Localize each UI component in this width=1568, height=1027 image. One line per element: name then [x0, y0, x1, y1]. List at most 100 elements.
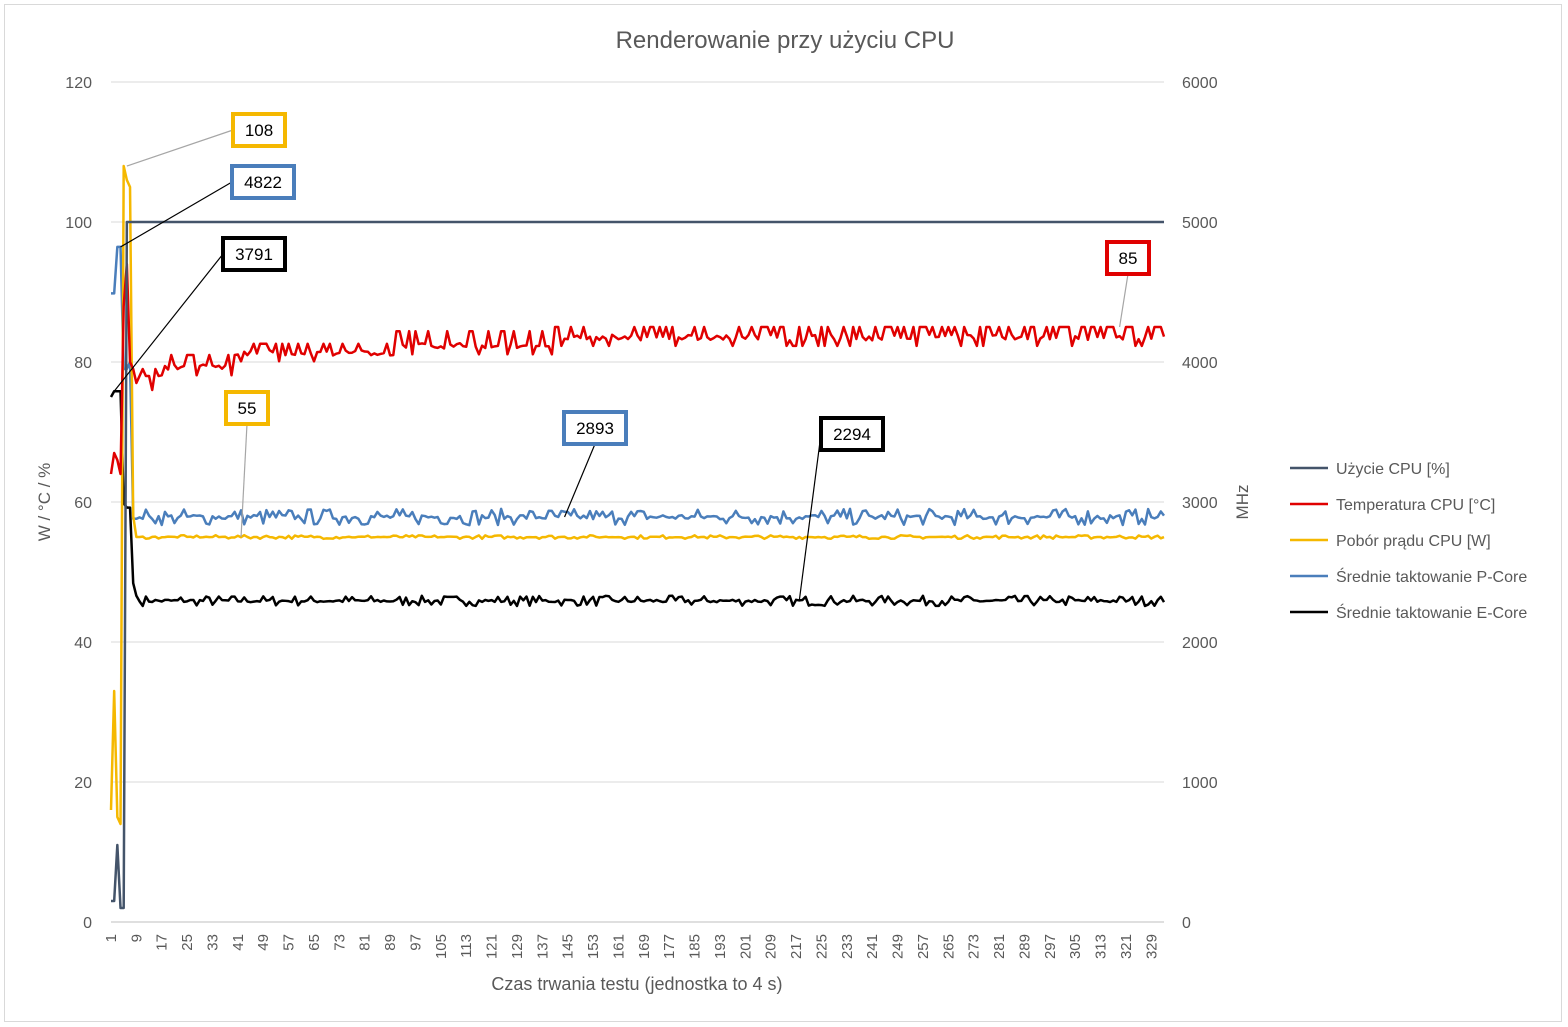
y-tick-label-right: 2000 [1182, 635, 1218, 652]
callout-label: 4822 [244, 173, 282, 192]
x-tick-label: 41 [230, 934, 247, 951]
x-tick-label: 289 [1016, 934, 1033, 959]
callout-leader [1119, 273, 1129, 328]
x-tick-label: 1 [103, 934, 120, 942]
callout-label: 55 [238, 399, 257, 418]
callout-leader [563, 443, 596, 518]
y-tick-label-left: 60 [74, 495, 92, 512]
x-tick-label: 105 [433, 934, 450, 959]
callout-box [819, 416, 885, 452]
series-lines [109, 164, 1166, 910]
callout-label: 2294 [833, 425, 871, 444]
x-tick-label: 209 [763, 934, 780, 959]
x-tick-label: 73 [331, 934, 348, 951]
series-line [111, 220, 1164, 910]
x-tick-label: 281 [991, 934, 1008, 959]
callout-box [221, 236, 287, 272]
x-tick-label: 201 [737, 934, 754, 959]
left-axis-ticks: 0 20 40 60 80 100 120 [65, 75, 92, 932]
y-tick-label-right: 1000 [1182, 775, 1218, 792]
chart-title: Renderowanie przy użyciu CPU [616, 27, 955, 54]
series-line [109, 164, 1165, 826]
callout-label: 108 [245, 121, 273, 140]
y-tick-label-left: 100 [65, 215, 92, 232]
x-tick-label: 17 [154, 934, 171, 951]
data-callouts: 108 4822 3791 85 55 2893 2294 [113, 112, 1151, 601]
x-tick-label: 297 [1042, 934, 1059, 959]
y-tick-label-left: 20 [74, 775, 92, 792]
series-line [109, 262, 1166, 476]
legend-label: Średnie taktowanie E-Core [1336, 603, 1527, 622]
y-tick-label-right: 3000 [1182, 495, 1218, 512]
callout-leader [126, 129, 234, 167]
x-tick-label: 193 [712, 934, 729, 959]
left-axis-label: W / °C / % [35, 463, 54, 542]
x-tick-label: 257 [915, 934, 932, 959]
y-tick-label-right: 5000 [1182, 215, 1218, 232]
y-tick-label-left: 120 [65, 75, 92, 92]
callout-box [1105, 240, 1151, 276]
x-tick-label: 305 [1067, 934, 1084, 959]
callout-leader [120, 181, 233, 248]
x-tick-label: 65 [306, 934, 323, 951]
x-tick-label: 57 [281, 934, 298, 951]
callout-leader [798, 433, 822, 601]
callout-leader [113, 253, 224, 392]
legend-label: Pobór prądu CPU [W] [1336, 533, 1491, 550]
y-tick-label-left: 80 [74, 355, 92, 372]
x-tick-label: 241 [864, 934, 881, 959]
x-tick-label: 177 [661, 934, 678, 959]
x-tick-label: 121 [484, 934, 501, 959]
callout-box [230, 164, 296, 200]
x-tick-label: 161 [610, 934, 627, 959]
callout-box [562, 410, 628, 446]
x-tick-label: 33 [204, 934, 221, 951]
legend: Użycie CPU [%] Temperatura CPU [°C] Pobór … [1290, 461, 1527, 622]
x-tick-label: 113 [458, 934, 475, 958]
x-tick-label: 217 [788, 934, 805, 959]
callout-label: 85 [1119, 249, 1138, 268]
x-tick-label: 81 [357, 934, 374, 951]
series-line [111, 245, 1165, 527]
y-tick-label-right: 6000 [1182, 75, 1218, 92]
right-axis-ticks: 0 1000 2000 3000 4000 5000 6000 [1182, 75, 1218, 932]
callout-leader [240, 423, 248, 538]
callout-box [231, 112, 287, 148]
series-line [109, 390, 1166, 608]
right-axis-label: MHz [1233, 485, 1252, 520]
callout-box [224, 390, 270, 426]
x-axis-label: Czas trwania testu (jednostka to 4 s) [491, 974, 782, 994]
legend-label: Użycie CPU [%] [1336, 461, 1450, 478]
x-tick-label: 153 [585, 934, 602, 959]
x-tick-label: 265 [940, 934, 957, 959]
gridlines [111, 81, 1164, 923]
x-tick-label: 185 [687, 934, 704, 959]
y-tick-label-right: 4000 [1182, 355, 1218, 372]
x-tick-label: 321 [1118, 934, 1135, 959]
callout-label: 2893 [576, 419, 614, 438]
x-tick-label: 225 [813, 934, 830, 959]
x-tick-label: 329 [1143, 934, 1160, 959]
x-tick-label: 49 [255, 934, 272, 951]
chart-frame [4, 4, 1562, 1022]
x-tick-label: 313 [1093, 934, 1110, 959]
y-tick-label-left: 0 [83, 915, 92, 932]
x-tick-label: 89 [382, 934, 399, 951]
x-tick-label: 137 [534, 934, 551, 959]
legend-label: Średnie taktowanie P-Core [1336, 567, 1527, 586]
callout-label: 3791 [235, 245, 273, 264]
x-tick-label: 169 [636, 934, 653, 959]
y-tick-label-right: 0 [1182, 915, 1191, 932]
x-tick-label: 97 [407, 934, 424, 951]
x-tick-label: 145 [560, 934, 577, 959]
x-tick-label: 129 [509, 934, 526, 959]
x-tick-label: 233 [839, 934, 856, 959]
x-axis-ticks: 1 9 17 25 33 41 49 57 65 73 81 89 97 105 113 121 129 137 1… [103, 934, 1160, 959]
y-tick-label-left: 40 [74, 635, 92, 652]
x-tick-label: 9 [128, 934, 145, 942]
x-tick-label: 249 [890, 934, 907, 959]
x-tick-label: 25 [179, 934, 196, 951]
legend-label: Temperatura CPU [°C] [1336, 497, 1495, 514]
x-tick-label: 273 [966, 934, 983, 959]
